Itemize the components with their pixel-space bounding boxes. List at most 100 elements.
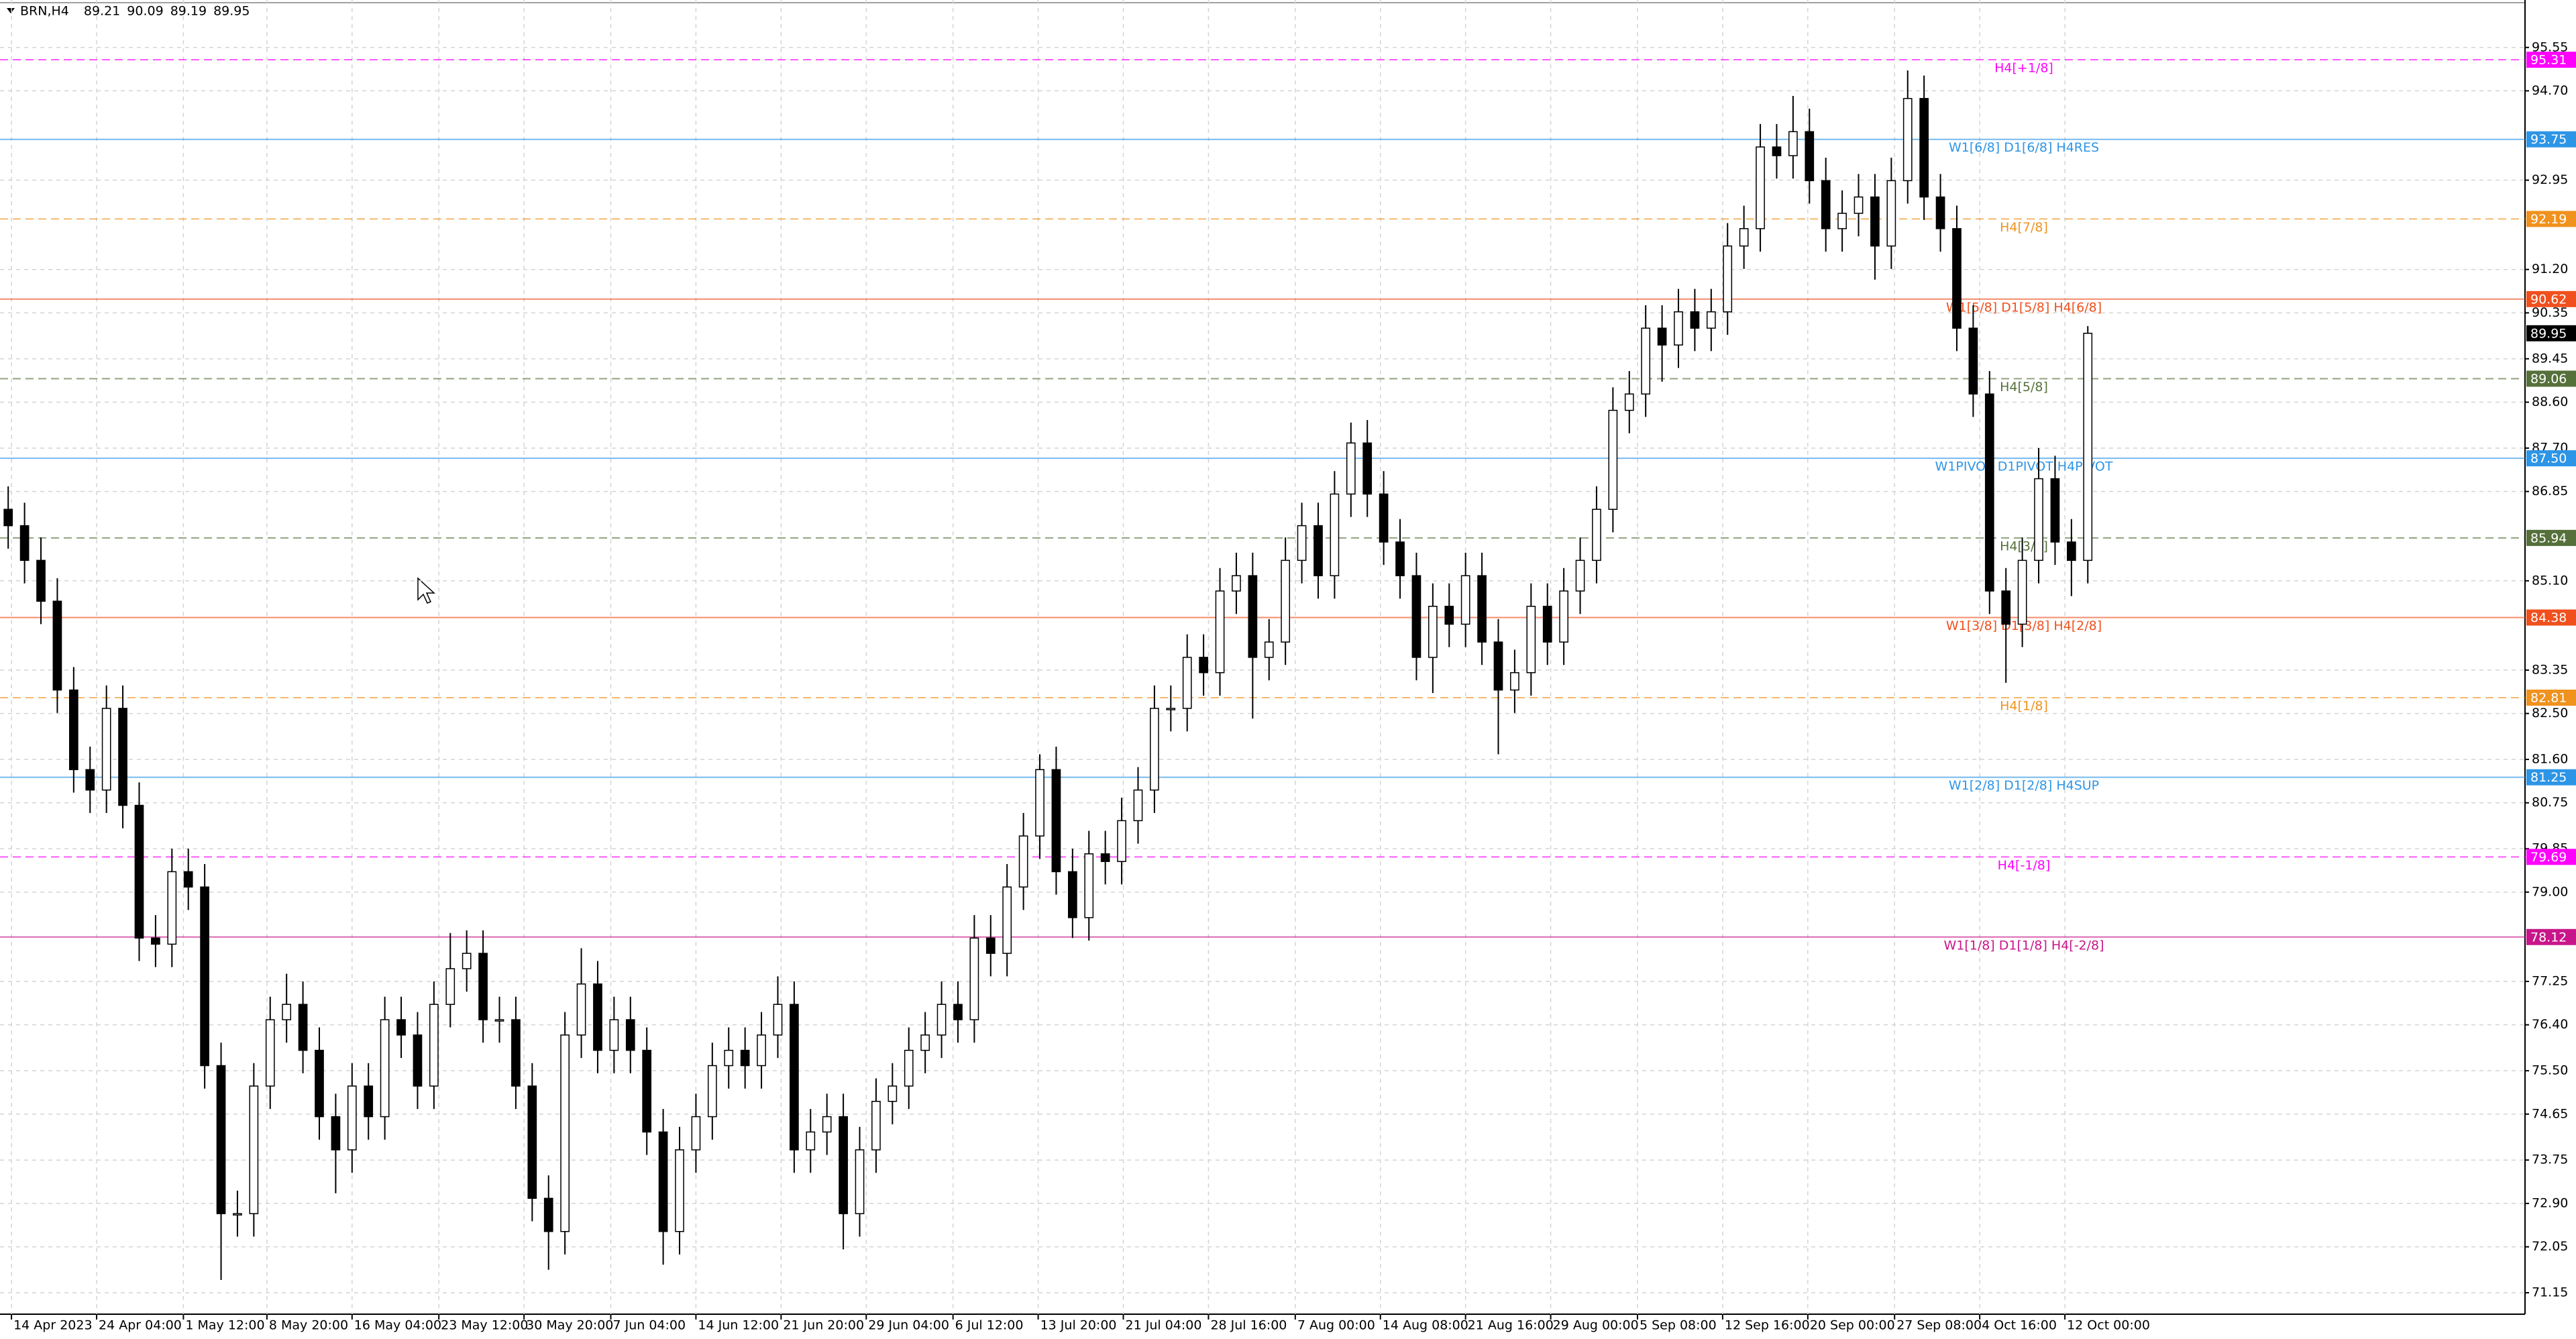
- candle-body: [1886, 180, 1896, 247]
- candle-body: [265, 1019, 275, 1087]
- candle-body: [200, 886, 209, 1067]
- x-tick-label: 14 Aug 08:00: [1383, 1318, 1468, 1333]
- candle-body: [2034, 478, 2043, 561]
- candle-body: [347, 1085, 357, 1150]
- candle-body: [396, 1019, 406, 1036]
- x-tick-label: 12 Sep 16:00: [1725, 1318, 1810, 1333]
- candle-body: [282, 1004, 292, 1020]
- candle-body: [478, 953, 488, 1020]
- candle-body: [1821, 180, 1831, 229]
- candle-body: [2017, 559, 2027, 625]
- candle-body: [1150, 708, 1159, 791]
- header-price: 89.21: [84, 4, 120, 19]
- candle-body: [1919, 98, 1929, 198]
- candle-body: [953, 1004, 963, 1020]
- candle-body: [576, 983, 586, 1036]
- level-label: W1[1/8] D1[1/8] H4[-2/8]: [1943, 938, 2104, 953]
- price-box: [2526, 769, 2576, 786]
- y-tick-label: 72.05: [2532, 1239, 2568, 1254]
- candle-body: [527, 1085, 537, 1199]
- candle-body: [855, 1149, 865, 1214]
- menu-arrow[interactable]: [7, 8, 15, 13]
- candle-body: [151, 937, 160, 945]
- axes: 95.5594.7092.9591.2090.3589.4588.6087.70…: [11, 40, 2576, 1333]
- candle-body: [1428, 606, 1438, 658]
- y-tick-label: 85.10: [2532, 573, 2568, 588]
- x-tick-label: 21 Jun 20:00: [783, 1318, 864, 1333]
- candle-body: [1674, 311, 1683, 346]
- x-tick-label: 7 Aug 00:00: [1297, 1318, 1375, 1333]
- candle-body: [740, 1049, 750, 1067]
- x-tick-label: 12 Oct 00:00: [2067, 1318, 2150, 1333]
- candle-body: [167, 871, 177, 945]
- candle-body: [134, 804, 144, 939]
- y-tick-label: 88.60: [2532, 394, 2568, 409]
- header-price: 90.09: [127, 4, 163, 19]
- price-box: [2526, 131, 2576, 148]
- candle-body: [494, 1019, 504, 1022]
- candle-body: [773, 1004, 783, 1036]
- price-box-label: 79.69: [2530, 850, 2567, 865]
- candle-body: [839, 1116, 848, 1214]
- candle-body: [233, 1213, 242, 1216]
- candles: [3, 70, 2093, 1281]
- candle-body: [724, 1049, 734, 1067]
- candle-body: [183, 871, 193, 888]
- candle-body: [560, 1034, 570, 1232]
- x-tick-label: 6 Jul 12:00: [955, 1318, 1024, 1333]
- x-tick-label: 14 Apr 2023: [13, 1318, 92, 1333]
- candle-body: [1788, 131, 1798, 156]
- candle-body: [1952, 228, 1962, 329]
- candle-body: [1133, 789, 1143, 822]
- candle-body: [2066, 541, 2076, 561]
- price-box: [2526, 450, 2576, 467]
- x-tick-label: 21 Aug 16:00: [1468, 1318, 1554, 1333]
- x-tick-label: 24 Apr 04:00: [99, 1318, 182, 1333]
- candle-body: [1281, 559, 1291, 643]
- candle-body: [2050, 478, 2060, 543]
- candle-body: [1984, 393, 1994, 592]
- mouse-cursor: [417, 577, 435, 604]
- candle-body: [1756, 146, 1765, 229]
- candle-body: [19, 525, 30, 561]
- candle-body: [1232, 575, 1241, 592]
- candle-body: [511, 1019, 521, 1087]
- candle-body: [593, 983, 602, 1051]
- candle-body: [888, 1085, 898, 1102]
- x-tick-label: 20 Sep 00:00: [1810, 1318, 1895, 1333]
- y-tick-label: 94.70: [2532, 83, 2568, 98]
- candle-body: [1559, 590, 1568, 643]
- level-label: W1[5/8] D1[5/8] H4[6/8]: [1946, 300, 2102, 315]
- candle-body: [1493, 641, 1503, 691]
- x-tick-label: 28 Jul 16:00: [1210, 1318, 1287, 1333]
- price-box-label: 84.38: [2530, 610, 2567, 625]
- price-box: [2526, 211, 2576, 227]
- candle-body: [1002, 886, 1012, 954]
- candle-body: [985, 937, 996, 954]
- header-price: 89.19: [170, 4, 207, 19]
- price-box-label: 87.50: [2530, 451, 2567, 466]
- candle-body: [1018, 835, 1028, 888]
- candle-body: [118, 708, 127, 806]
- y-tick-label: 91.20: [2532, 262, 2568, 276]
- candle-body: [1854, 196, 1864, 214]
- candle-body: [315, 1049, 324, 1118]
- candle-body: [2083, 333, 2093, 561]
- price-box-label: 81.25: [2530, 770, 2567, 785]
- candle-body: [1100, 853, 1110, 862]
- candle-body: [1084, 853, 1094, 918]
- candle-body: [413, 1034, 423, 1087]
- candle-body: [691, 1116, 701, 1150]
- y-tick-label: 86.85: [2532, 484, 2568, 498]
- candle-body: [1723, 245, 1733, 313]
- candle-body: [625, 1019, 635, 1051]
- candle-body: [1395, 541, 1405, 576]
- y-tick-label: 73.75: [2532, 1153, 2568, 1167]
- x-tick-label: 23 May 12:00: [441, 1318, 528, 1333]
- x-tick-label: 14 Jun 12:00: [698, 1318, 779, 1333]
- candle-body: [249, 1085, 259, 1214]
- candle-body: [1592, 508, 1601, 561]
- candle-body: [85, 769, 95, 791]
- header-price: 89.95: [213, 4, 250, 19]
